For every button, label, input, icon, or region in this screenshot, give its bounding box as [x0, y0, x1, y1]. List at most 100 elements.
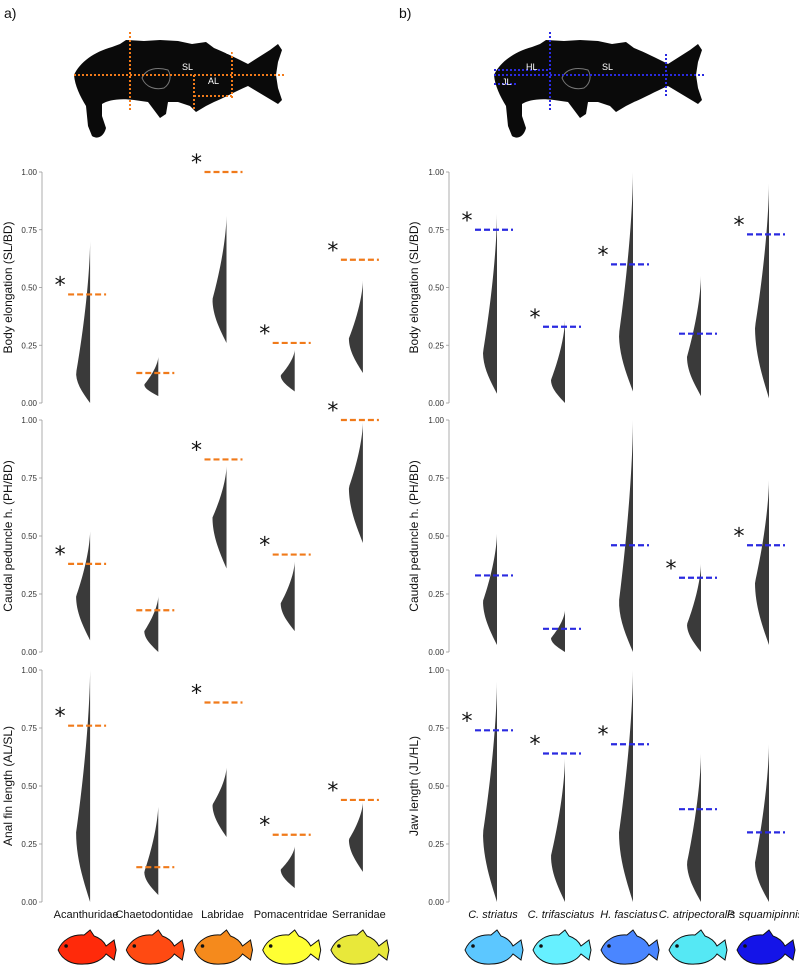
fish-icon-b-4 [736, 929, 796, 965]
fish-silhouettes: BD SL PH AL BD HL SL PH JL [74, 30, 706, 138]
violin-2 [619, 172, 633, 392]
fish-icon-eye [607, 944, 611, 948]
violin-1 [144, 806, 159, 896]
violin-3 [280, 349, 295, 392]
y-tick-label: 1.00 [428, 666, 444, 675]
x-category-label-2: Labridae [201, 909, 244, 921]
x-category-label-3: C. atripectoralis [659, 909, 736, 921]
measure-label-bd: BD [132, 30, 145, 40]
violin-2 [212, 215, 227, 343]
violin-4 [755, 480, 769, 646]
measure-label-jl: JL [502, 77, 512, 87]
significance-star-1: * [530, 733, 541, 758]
fish-icon-body [668, 929, 728, 965]
y-tick-label: 0.25 [21, 341, 37, 350]
fish-icon-eye [268, 944, 273, 948]
significance-star-2: * [598, 723, 609, 748]
y-tick-label: 1.00 [21, 168, 37, 177]
significance-star-0: * [55, 705, 66, 730]
significance-star-1: * [530, 306, 541, 331]
significance-star-2: * [191, 438, 202, 463]
fish-icon-a-1 [125, 929, 185, 965]
violin-1 [551, 758, 565, 902]
fish-icon-eye [743, 944, 747, 948]
fish-icon-body [262, 929, 322, 965]
fish-icon-body [330, 929, 390, 965]
y-tick-label: 0.00 [428, 898, 444, 907]
violin-4 [755, 183, 769, 399]
x-category-label-0: Acanthuridae [54, 909, 119, 921]
y-tick-label: 0.50 [428, 532, 444, 541]
fish-icon-body [125, 929, 185, 965]
y-tick-label: 0.50 [21, 532, 37, 541]
violin-0 [76, 241, 91, 403]
y-tick-label: 0.25 [428, 590, 444, 599]
significance-star-3: * [666, 557, 677, 582]
fish-silhouette [74, 40, 282, 138]
y-tick-label: 0.00 [21, 399, 37, 408]
fish-icon-a-3 [262, 929, 322, 965]
fish-icon-body [600, 929, 660, 965]
chart-a-2: 0.00 0.25 0.50 0.75 1.00 Anal fin length (AL/… [1, 666, 386, 921]
measure-label-sl: SL [602, 62, 613, 72]
fish-icon-eye [337, 944, 341, 948]
significance-star-2: * [598, 243, 609, 268]
y-tick-label: 0.50 [21, 284, 37, 293]
y-tick-label: 0.75 [428, 226, 444, 235]
significance-star-0: * [55, 543, 66, 568]
y-tick-label: 0.50 [428, 284, 444, 293]
y-tick-label: 0.75 [21, 226, 37, 235]
fish-icon-a-4 [330, 929, 390, 965]
fish-gill-outline [141, 68, 171, 90]
measure-label-bd: BD [552, 30, 565, 40]
violin-0 [76, 531, 91, 641]
fish-icon-eye [675, 944, 679, 948]
violin-4 [755, 744, 769, 902]
x-category-label-4: P. squamipinnis [727, 909, 799, 921]
fish-icon-a-0 [57, 929, 117, 965]
significance-star-4: * [327, 399, 338, 424]
violin-1 [144, 356, 159, 397]
fish-diagram-b: BD HL SL PH JL [494, 30, 706, 138]
violin-0 [76, 670, 91, 902]
y-tick-label: 1.00 [21, 666, 37, 675]
x-category-label-4: Serranidae [332, 909, 386, 921]
y-axis-label: Body elongation (SL/BD) [1, 221, 15, 353]
y-tick-label: 0.25 [428, 840, 444, 849]
y-tick-label: 0.25 [21, 590, 37, 599]
fish-icon-body [464, 929, 524, 965]
fish-icon-body [57, 929, 117, 965]
significance-star-2: * [191, 681, 202, 706]
violin-3 [687, 563, 701, 652]
significance-star-0: * [462, 709, 473, 734]
y-tick-label: 0.75 [21, 474, 37, 483]
violin-3 [687, 753, 701, 902]
measure-label-al: AL [208, 76, 219, 86]
y-tick-label: 0.50 [428, 782, 444, 791]
y-tick-label: 1.00 [428, 416, 444, 425]
y-tick-label: 0.75 [21, 724, 37, 733]
measure-label-sl: SL [182, 62, 193, 72]
measure-label-hl: HL [526, 62, 538, 72]
significance-star-3: * [259, 322, 270, 347]
violin-0 [483, 213, 497, 394]
significance-star-2: * [191, 151, 202, 176]
violin-3 [280, 846, 295, 889]
violin-0 [483, 533, 497, 646]
fish-icon-eye [471, 944, 475, 948]
fish-icon-b-0 [464, 929, 524, 965]
measure-label-ph: PH [648, 46, 661, 56]
panel-b-label: b) [399, 5, 411, 21]
fish-icon-b-1 [532, 929, 592, 965]
violin-4 [348, 422, 363, 543]
fish-icon-eye [132, 944, 137, 948]
fish-icon-body [736, 929, 796, 965]
y-axis-label: Jaw length (JL/HL) [407, 736, 421, 836]
violin-3 [687, 275, 701, 397]
violin-3 [280, 561, 295, 632]
y-tick-label: 0.75 [428, 474, 444, 483]
chart-a-0: 0.00 0.25 0.50 0.75 1.00 Body elongation (SL/… [1, 151, 379, 408]
significance-star-0: * [55, 273, 66, 298]
fish-diagram-a: BD SL PH AL [74, 30, 286, 138]
